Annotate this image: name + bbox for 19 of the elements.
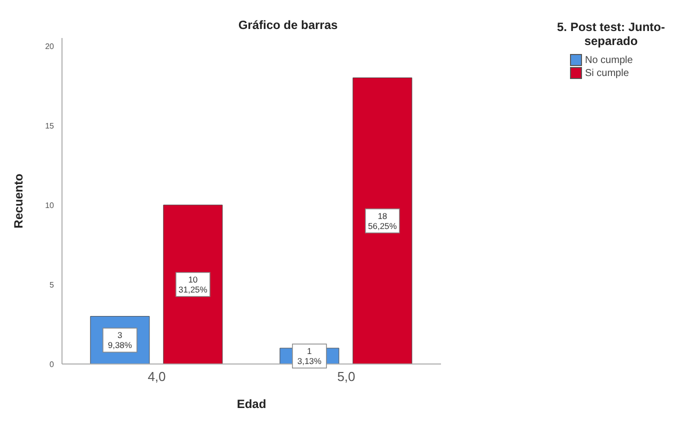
y-tick-label: 10 — [45, 200, 55, 210]
data-label: 1 3,13% — [297, 346, 322, 366]
data-label: 10 31,25% — [178, 274, 208, 294]
x-tick-label: 5,0 — [337, 369, 356, 384]
y-tick-label: 15 — [45, 121, 55, 130]
x-tick-label: 4,0 — [148, 369, 166, 384]
bar — [352, 78, 412, 364]
legend-title: 5. Post test: Junto-separado — [556, 20, 666, 48]
y-tick-label: 0 — [50, 360, 55, 369]
y-tick-label: 5 — [50, 280, 55, 290]
y-axis-title: Recuento — [11, 174, 26, 228]
legend-label: No cumple — [584, 54, 634, 66]
data-label: 3 9,38% — [108, 330, 132, 350]
chart-title: Gráfico de barras — [238, 18, 338, 32]
y-tick-label: 20 — [45, 42, 55, 51]
legend-label: Si cumple — [584, 67, 630, 79]
data-label: 18 56,25% — [368, 210, 398, 231]
x-axis-title: Edad — [236, 397, 266, 411]
bar — [163, 204, 223, 364]
